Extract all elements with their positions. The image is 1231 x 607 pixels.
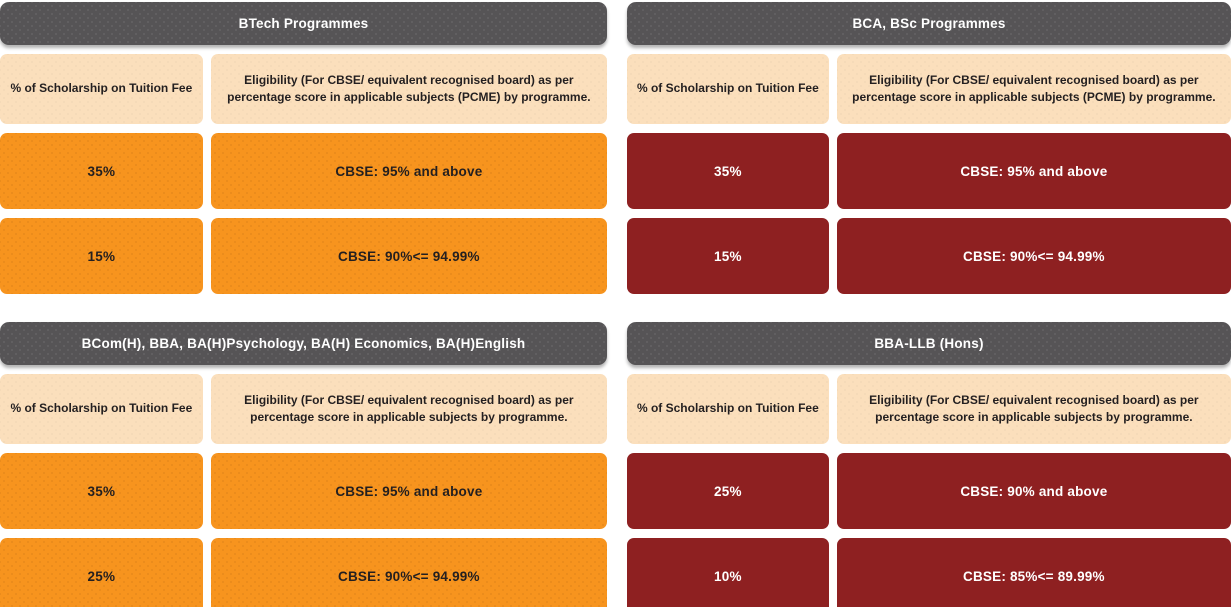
table-row: 35% CBSE: 95% and above: [0, 453, 607, 529]
table-title: BCom(H), BBA, BA(H)Psychology, BA(H) Eco…: [0, 322, 607, 365]
scholarship-value-cell: 25%: [0, 538, 203, 607]
table-row: 35% CBSE: 95% and above: [627, 133, 1231, 209]
table-row: 15% CBSE: 90%<= 94.99%: [0, 218, 607, 294]
table-subheader-row: % of Scholarship on Tuition Fee Eligibil…: [0, 374, 607, 444]
scholarship-value-cell: 35%: [0, 453, 203, 529]
table-row: 15% CBSE: 90%<= 94.99%: [627, 218, 1231, 294]
eligibility-column-header: Eligibility (For CBSE/ equivalent recogn…: [837, 374, 1231, 444]
scholarship-value-cell: 10%: [627, 538, 829, 607]
eligibility-value-cell: CBSE: 95% and above: [836, 133, 1231, 209]
scholarship-column-header: % of Scholarship on Tuition Fee: [627, 374, 829, 444]
scholarship-value-cell: 15%: [0, 218, 203, 294]
programme-table-bcom-bba-ba: BCom(H), BBA, BA(H)Psychology, BA(H) Eco…: [0, 322, 607, 607]
eligibility-value-cell: CBSE: 90%<= 94.99%: [210, 218, 607, 294]
eligibility-value-cell: CBSE: 90%<= 94.99%: [836, 218, 1231, 294]
scholarship-column-header: % of Scholarship on Tuition Fee: [627, 54, 829, 124]
programme-table-btech: BTech Programmes % of Scholarship on Tui…: [0, 2, 607, 294]
table-title: BBA-LLB (Hons): [627, 322, 1231, 365]
table-row: 25% CBSE: 90% and above: [627, 453, 1231, 529]
table-title: BCA, BSc Programmes: [627, 2, 1231, 45]
eligibility-value-cell: CBSE: 85%<= 89.99%: [836, 538, 1231, 607]
table-subheader-row: % of Scholarship on Tuition Fee Eligibil…: [0, 54, 607, 124]
programme-table-bca-bsc: BCA, BSc Programmes % of Scholarship on …: [627, 2, 1231, 294]
scholarship-value-cell: 35%: [627, 133, 829, 209]
eligibility-value-cell: CBSE: 90% and above: [836, 453, 1231, 529]
table-subheader-row: % of Scholarship on Tuition Fee Eligibil…: [627, 374, 1231, 444]
programme-table-bba-llb: BBA-LLB (Hons) % of Scholarship on Tuiti…: [627, 322, 1231, 607]
scholarship-value-cell: 15%: [627, 218, 829, 294]
table-row: 25% CBSE: 90%<= 94.99%: [0, 538, 607, 607]
scholarship-value-cell: 35%: [0, 133, 203, 209]
table-row: 10% CBSE: 85%<= 89.99%: [627, 538, 1231, 607]
eligibility-column-header: Eligibility (For CBSE/ equivalent recogn…: [211, 54, 607, 124]
eligibility-value-cell: CBSE: 95% and above: [210, 453, 607, 529]
table-title: BTech Programmes: [0, 2, 607, 45]
scholarship-value-cell: 25%: [627, 453, 829, 529]
scholarship-column-header: % of Scholarship on Tuition Fee: [0, 374, 203, 444]
scholarship-column-header: % of Scholarship on Tuition Fee: [0, 54, 203, 124]
table-subheader-row: % of Scholarship on Tuition Fee Eligibil…: [627, 54, 1231, 124]
eligibility-value-cell: CBSE: 95% and above: [210, 133, 607, 209]
table-row: 35% CBSE: 95% and above: [0, 133, 607, 209]
eligibility-value-cell: CBSE: 90%<= 94.99%: [210, 538, 607, 607]
eligibility-column-header: Eligibility (For CBSE/ equivalent recogn…: [837, 54, 1231, 124]
eligibility-column-header: Eligibility (For CBSE/ equivalent recogn…: [211, 374, 607, 444]
